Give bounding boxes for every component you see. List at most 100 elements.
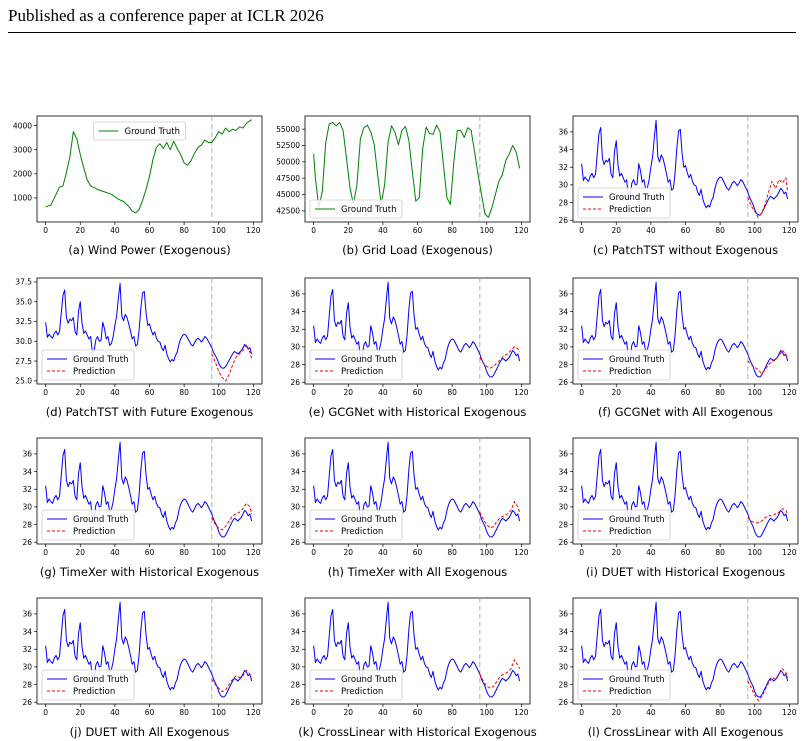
subplot-caption: (d) PatchTST with Future Exogenous [46,405,254,419]
x-tick-label: 100 [480,388,495,397]
prediction-line [479,659,521,689]
x-tick-label: 80 [447,226,457,235]
x-tick-label: 0 [579,708,584,717]
legend-box [93,121,186,141]
legend: Ground Truth Prediction [577,509,671,541]
x-tick-label: 40 [110,548,120,557]
x-tick-label: 80 [715,388,725,397]
legend: Ground Truth Prediction [41,669,135,701]
prediction-line [479,346,521,369]
x-tick-label: 20 [75,708,85,717]
y-tick-label: 3000 [13,145,32,154]
subplot-h: 0 20 40 60 80 100 120 26 28 30 32 34 36 Ground Truth P… [290,437,531,579]
ground-truth-line [313,441,521,538]
y-tick-label: 27.5 [15,357,32,366]
y-tick-label: 30.0 [15,337,32,346]
legend: Ground Truth Prediction [41,509,135,541]
legend-box [41,509,135,541]
y-tick-label: 36 [290,290,300,299]
legend-label: Ground Truth [73,355,129,365]
x-tick-label: 120 [782,226,797,235]
x-tick-label: 120 [246,388,261,397]
x-tick-label: 0 [311,708,316,717]
prediction-line [747,177,789,219]
x-tick-label: 100 [212,708,227,717]
y-tick-label: 34 [290,627,300,636]
x-tick-label: 100 [480,708,495,717]
y-tick-label: 36 [558,610,568,619]
x-tick-label: 80 [179,226,189,235]
y-tick-label: 30 [290,663,300,672]
x-tick-label: 60 [681,226,691,235]
y-tick-label: 30 [558,663,568,672]
prediction-line [479,501,521,529]
x-tick-label: 80 [447,548,457,557]
x-tick-label: 0 [579,548,584,557]
y-tick-label: 32.5 [15,317,32,326]
x-tick-label: 0 [43,226,48,235]
legend-label: Ground Truth [341,675,397,685]
subplot-a: 0 20 40 60 80 100 120 1000 2000 3000 4000 Ground Tr… [13,115,263,257]
y-tick-label: 32 [290,325,300,334]
y-tick-label: 30 [290,503,300,512]
legend-label: Prediction [341,527,383,537]
subplot-caption: (a) Wind Power (Exogenous) [68,243,230,257]
prediction-line [747,508,789,524]
y-tick-label: 34 [558,627,568,636]
y-tick-label: 26 [22,538,32,547]
y-tick-label: 26 [558,216,568,225]
x-tick-label: 0 [579,226,584,235]
x-tick-label: 0 [43,388,48,397]
x-tick-label: 40 [646,548,656,557]
y-tick-label: 28 [290,360,300,369]
subplot-i: 0 20 40 60 80 100 120 26 28 30 32 34 36 Ground Truth P… [558,437,799,579]
legend: Ground Truth Prediction [577,669,671,701]
legend-label: Prediction [341,367,383,377]
subplot-caption: (f) GCGNet with All Exogenous [598,405,773,419]
legend: Ground Truth Prediction [309,349,403,381]
page-header: Published as a conference paper at ICLR … [8,4,796,33]
prediction-line [211,669,253,693]
x-tick-label: 40 [110,708,120,717]
y-tick-label: 52500 [276,141,300,150]
legend-label: Ground Truth [73,515,129,525]
x-tick-label: 120 [514,708,529,717]
y-tick-label: 36 [22,610,32,619]
plot-area [313,438,521,544]
legend: Ground Truth Prediction [309,509,403,541]
subplot-k: 0 20 40 60 80 100 120 26 28 30 32 34 36 Ground Truth P… [290,597,537,739]
legend: Ground Truth [93,121,186,141]
legend-box [309,509,403,541]
y-tick-label: 30 [22,663,32,672]
x-tick-label: 60 [413,226,423,235]
legend-label: Ground Truth [73,675,129,685]
x-tick-label: 20 [343,388,353,397]
x-tick-label: 120 [246,548,261,557]
y-tick-label: 32 [290,645,300,654]
y-tick-label: 32 [558,485,568,494]
ground-truth-line [313,601,521,698]
plot-area [581,598,789,704]
plot-area [45,116,252,222]
y-tick-label: 36 [558,450,568,459]
y-tick-label: 34 [22,467,32,476]
x-tick-label: 0 [311,388,316,397]
legend-box [309,669,403,701]
subplot-caption: (j) DUET with All Exogenous [70,725,230,739]
x-tick-label: 20 [343,226,353,235]
subplot-caption: (e) GCGNet with Historical Exogenous [309,405,527,419]
x-tick-label: 100 [212,226,227,235]
x-tick-label: 40 [378,388,388,397]
subplot-caption: (k) CrossLinear with Historical Exogenou… [298,725,537,739]
plot-area [581,116,789,222]
legend-label: Prediction [341,687,383,697]
y-tick-label: 34 [22,627,32,636]
x-tick-label: 40 [646,708,656,717]
y-tick-label: 2000 [13,170,32,179]
legend: Ground Truth Prediction [577,349,671,381]
subplot-g: 0 20 40 60 80 100 120 26 28 30 32 34 36 Ground Truth P… [22,437,263,579]
x-tick-label: 0 [43,708,48,717]
x-tick-label: 60 [145,708,155,717]
y-tick-label: 30 [558,503,568,512]
ground-truth-line [45,119,252,214]
